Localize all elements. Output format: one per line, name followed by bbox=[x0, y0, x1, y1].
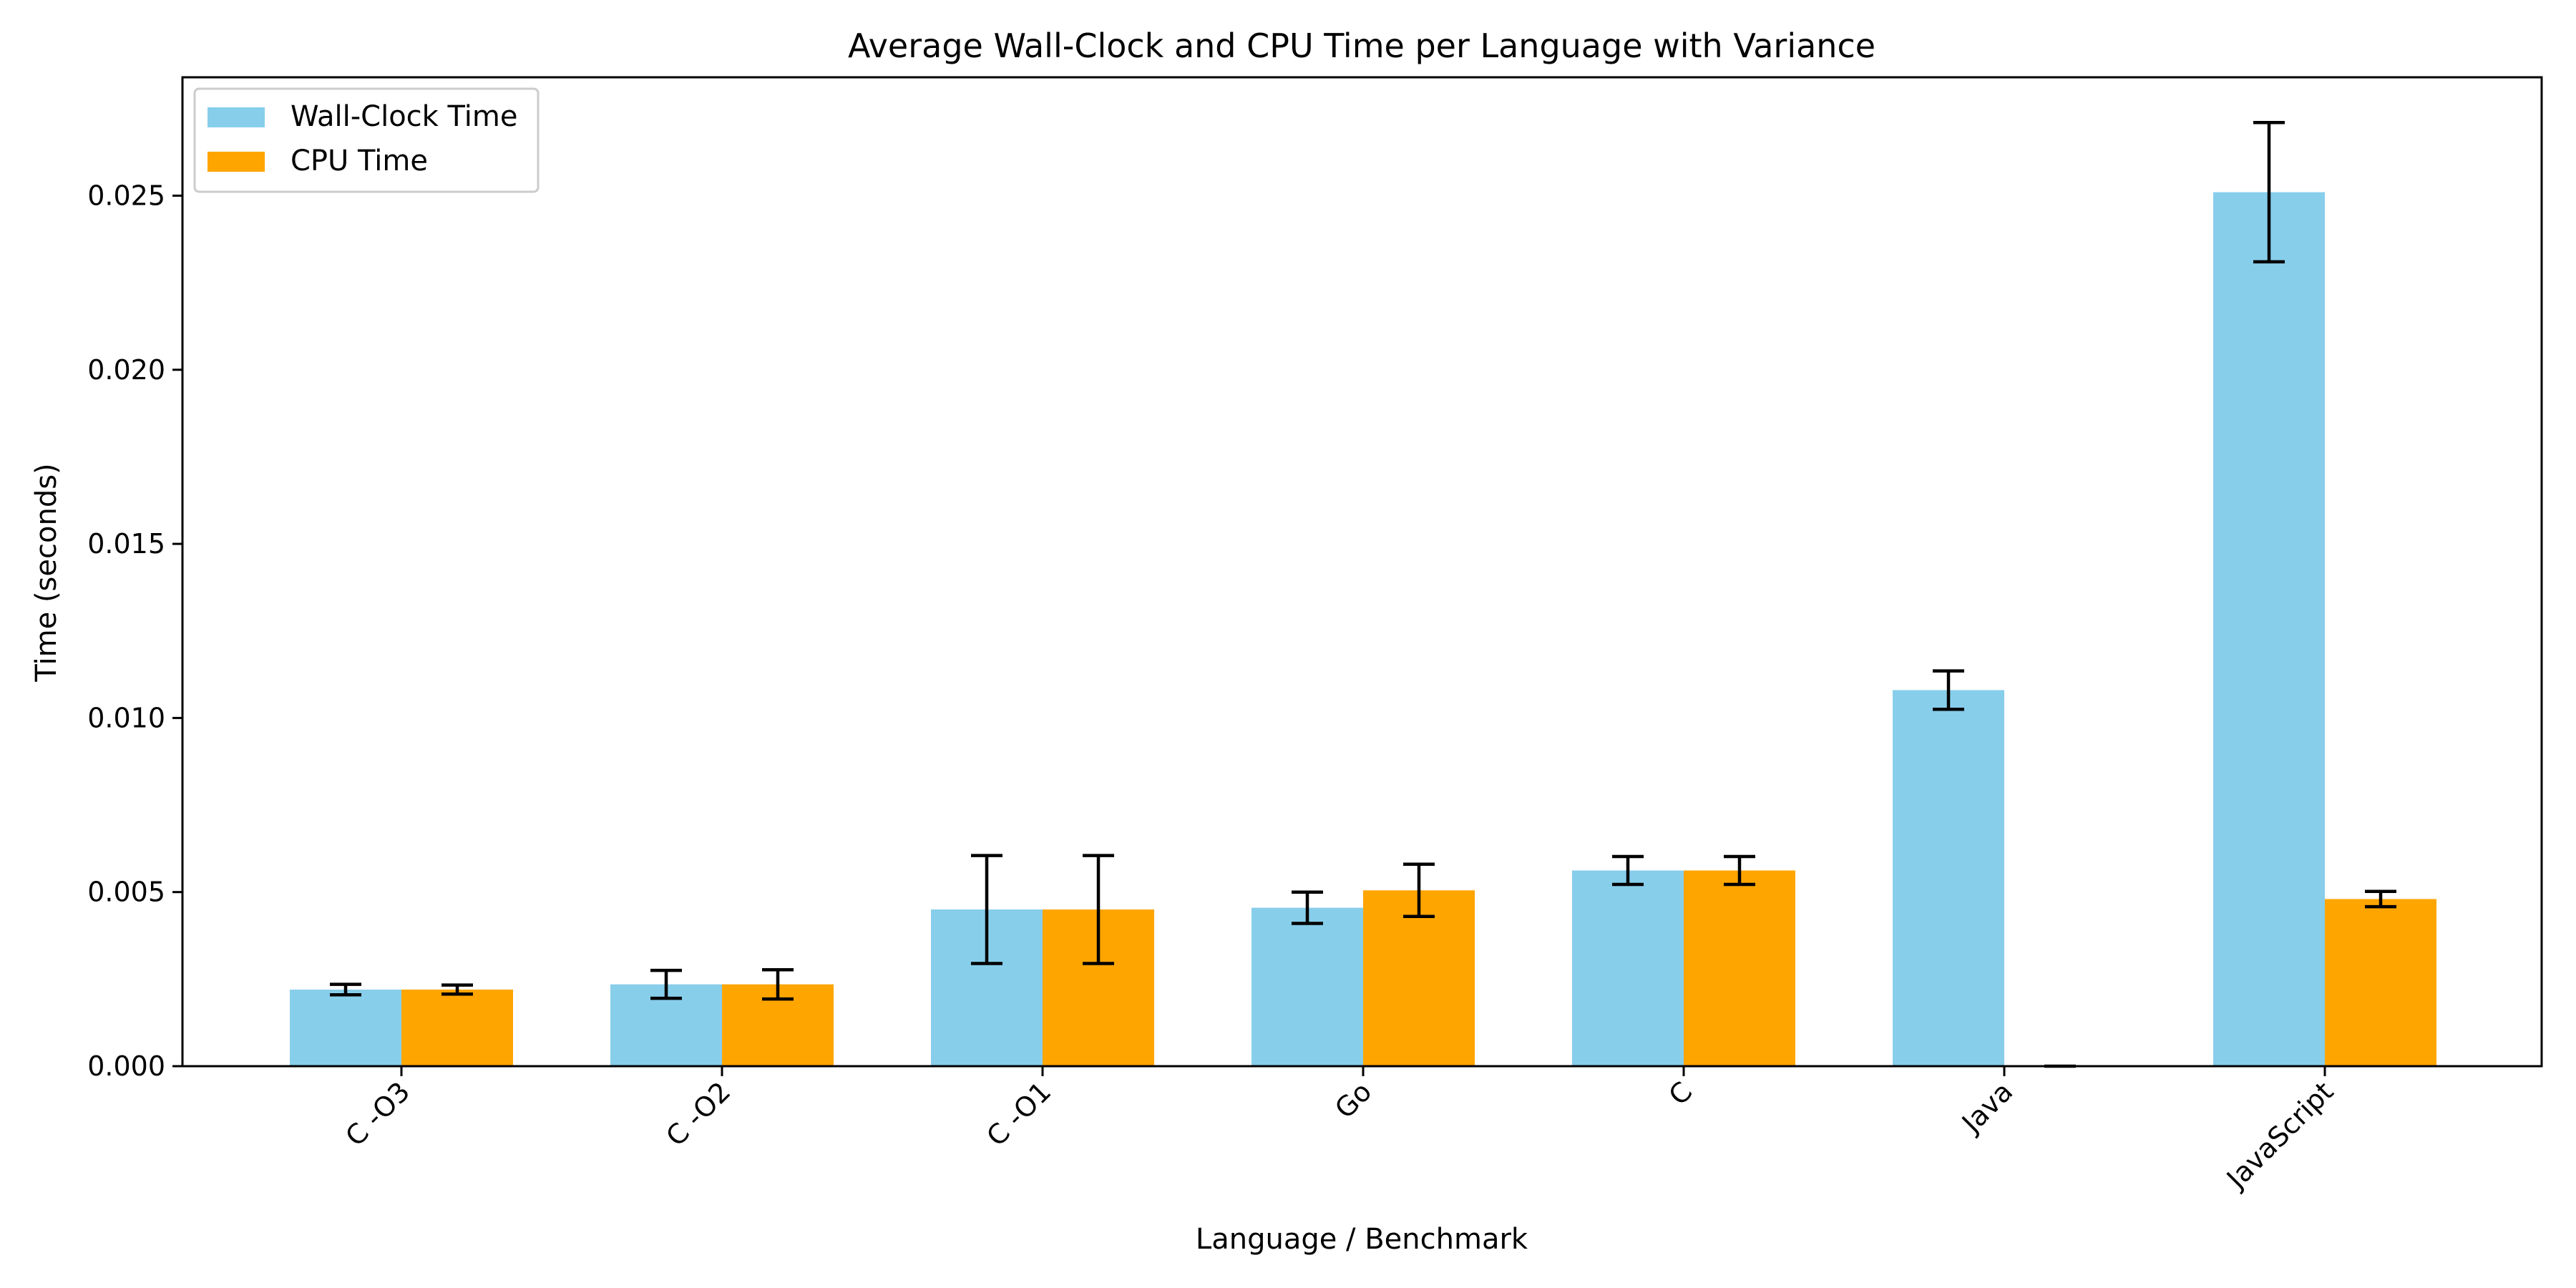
y-tick-label: 0.005 bbox=[87, 877, 165, 908]
series-wall-clock bbox=[290, 121, 2325, 1067]
error-bar bbox=[330, 982, 361, 997]
x-tick-label: Go bbox=[1329, 1075, 1377, 1124]
error-bar bbox=[441, 983, 473, 996]
legend: Wall-Clock Time CPU Time bbox=[193, 87, 540, 193]
x-axis-label: Language / Benchmark bbox=[1196, 1223, 1528, 1256]
x-tick-label: C -O1 bbox=[980, 1075, 1057, 1152]
bar bbox=[2213, 192, 2325, 1067]
bar bbox=[1252, 907, 1363, 1066]
error-bar bbox=[1292, 890, 1323, 925]
bar bbox=[1684, 870, 1795, 1066]
bar bbox=[290, 989, 401, 1066]
error-bar bbox=[650, 968, 682, 1000]
plot-area: 0.000 0.005 0.010 0.015 0.020 0.025 C -O3 C -O2… bbox=[87, 76, 2543, 1195]
x-tick-label: C -O2 bbox=[660, 1075, 736, 1152]
error-bar bbox=[1083, 854, 1114, 965]
y-tick-label: 0.000 bbox=[87, 1050, 165, 1082]
y-axis-label: Time (seconds) bbox=[30, 463, 63, 682]
error-bar bbox=[762, 967, 794, 1001]
error-bar bbox=[1403, 862, 1435, 919]
x-axis-ticks: C -O3 C -O2 C -O1 Go C Java JavaScript bbox=[339, 1066, 2339, 1195]
error-bar bbox=[2253, 121, 2285, 264]
legend-label-cpu: CPU Time bbox=[291, 145, 428, 177]
bar bbox=[401, 989, 513, 1066]
y-tick-label: 0.020 bbox=[87, 354, 165, 386]
series-cpu bbox=[401, 854, 2436, 1068]
legend-swatch-cpu bbox=[208, 152, 265, 172]
legend-swatch-wall-clock bbox=[208, 107, 265, 127]
error-bar bbox=[1612, 854, 1644, 887]
x-tick-label: Java bbox=[1955, 1075, 2019, 1139]
legend-box bbox=[193, 87, 540, 193]
x-tick-label: JavaScript bbox=[2220, 1075, 2339, 1195]
y-axis-ticks: 0.000 0.005 0.010 0.015 0.020 0.025 bbox=[87, 180, 182, 1082]
bar bbox=[1363, 890, 1475, 1066]
error-bar bbox=[1724, 854, 1755, 887]
error-bar bbox=[2365, 889, 2396, 909]
y-tick-label: 0.015 bbox=[87, 528, 165, 560]
legend-label-wall-clock: Wall-Clock Time bbox=[291, 100, 517, 133]
error-bar bbox=[971, 854, 1002, 965]
y-tick-label: 0.025 bbox=[87, 180, 165, 211]
bar bbox=[1572, 870, 1684, 1066]
chart-title: Average Wall-Clock and CPU Time per Lang… bbox=[848, 26, 1875, 65]
bar bbox=[2325, 899, 2436, 1066]
error-bar bbox=[1933, 669, 1964, 711]
x-tick-label: C -O3 bbox=[339, 1075, 416, 1152]
y-tick-label: 0.010 bbox=[87, 702, 165, 733]
x-tick-label: C bbox=[1662, 1075, 1698, 1111]
bar bbox=[1893, 690, 2004, 1066]
